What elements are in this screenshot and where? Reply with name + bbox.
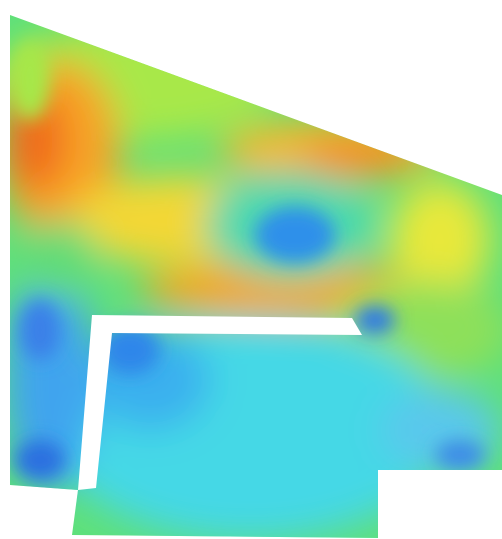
slot xyxy=(78,315,362,490)
field-spots xyxy=(10,40,485,480)
field-blobs xyxy=(10,20,502,538)
